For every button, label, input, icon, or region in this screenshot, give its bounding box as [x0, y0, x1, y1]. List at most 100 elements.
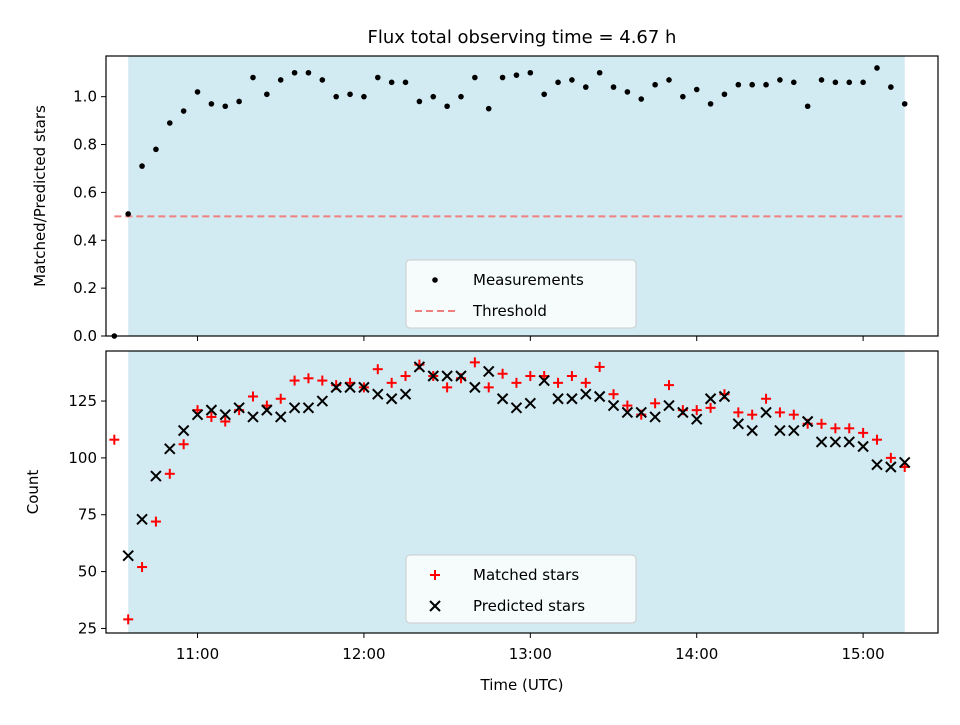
- matched-star-point: [372, 364, 383, 375]
- legend-label: Measurements: [473, 271, 584, 289]
- matched-star-point: [247, 391, 258, 402]
- predicted-star-point: [691, 413, 703, 425]
- measurement-point: [735, 81, 742, 88]
- predicted-star-point: [205, 404, 218, 416]
- bottom-y-axis-label: Count: [24, 470, 42, 515]
- measurement-point: [291, 69, 298, 76]
- measurement-point: [347, 91, 353, 98]
- predicted-star-point: [441, 370, 453, 382]
- matched-star-point: [137, 562, 148, 573]
- measurement-point: [499, 74, 506, 81]
- matched-star-point: [275, 393, 286, 404]
- predicted-star-point: [871, 459, 883, 471]
- legend-predicted-marker: [429, 600, 441, 612]
- matched-star-point: [830, 423, 841, 434]
- measurement-point: [790, 79, 797, 86]
- predicted-star-point: [496, 393, 509, 405]
- measurement-point: [666, 77, 672, 83]
- predicted-star-point: [718, 390, 731, 403]
- measurement-point: [250, 74, 256, 81]
- predicted-star-point: [191, 408, 204, 421]
- matched-star-point: [747, 409, 758, 420]
- predicted-star-point: [469, 381, 481, 394]
- predicted-star-point: [150, 470, 162, 482]
- matched-star-point: [164, 468, 175, 479]
- measurement-point: [361, 93, 367, 100]
- bottom-y-tick-label: 75: [78, 506, 97, 524]
- predicted-star-point: [829, 436, 842, 448]
- legend-matched-marker: [430, 570, 440, 580]
- measurement-point: [541, 91, 547, 98]
- matched-star-point: [386, 377, 397, 388]
- measurement-point: [236, 98, 242, 105]
- matched-star-point: [650, 398, 661, 409]
- measurement-point: [832, 79, 839, 86]
- matched-star-point: [608, 389, 619, 400]
- measurement-point: [874, 65, 880, 71]
- predicted-star-point: [510, 402, 523, 414]
- x-tick-label: 12:00: [342, 645, 385, 663]
- measurement-point: [264, 91, 270, 98]
- predicted-star-point: [136, 513, 148, 525]
- matched-star-point: [885, 452, 896, 463]
- predicted-star-point: [788, 424, 800, 437]
- chart-title: Flux total observing time = 4.67 h: [368, 27, 677, 48]
- predicted-star-point: [843, 436, 855, 448]
- matched-star-point: [761, 393, 772, 404]
- matched-star-point: [774, 407, 785, 418]
- measurement-point: [319, 77, 326, 83]
- top-legend: Measurements Threshold: [405, 259, 637, 329]
- matched-star-point: [123, 614, 134, 625]
- measurement-point: [652, 81, 658, 88]
- legend-box: [405, 259, 637, 329]
- x-tick-label: 13:00: [509, 645, 552, 663]
- legend-label: Threshold: [472, 302, 547, 320]
- predicted-star-point: [302, 402, 315, 414]
- predicted-star-point: [275, 411, 287, 423]
- matched-star-point: [705, 402, 716, 413]
- top-y-tick-label: 0.8: [73, 136, 97, 154]
- measurement-point: [277, 77, 284, 83]
- bottom-y-tick-label: 25: [78, 619, 97, 637]
- measurement-point: [707, 101, 714, 107]
- top-y-tick-label: 0.2: [73, 279, 97, 297]
- predicted-star-point: [774, 424, 786, 437]
- predicted-star-point: [524, 397, 537, 410]
- measurement-point: [638, 96, 645, 102]
- measurement-point: [153, 146, 159, 153]
- predicted-star-point: [732, 418, 745, 430]
- measurement-point: [749, 81, 755, 88]
- x-axis-label: Time (UTC): [480, 676, 564, 694]
- predicted-star-point: [607, 399, 620, 412]
- matched-star-point: [858, 427, 869, 438]
- predicted-star-point: [358, 381, 370, 394]
- predicted-star-point: [164, 443, 176, 455]
- bottom-y-tick-label: 100: [68, 449, 97, 467]
- measurement-point: [555, 79, 561, 86]
- matched-star-point: [178, 439, 189, 450]
- measurements-series: [111, 65, 908, 339]
- measurement-point: [416, 98, 423, 105]
- measurement-point: [680, 93, 686, 100]
- matched-star-point: [109, 434, 120, 445]
- top-y-tick-label: 1.0: [73, 88, 97, 106]
- predicted-star-point: [760, 406, 772, 419]
- matched-star-point: [622, 400, 633, 411]
- matched-star-point: [733, 407, 744, 418]
- measurement-point: [374, 74, 381, 81]
- x-tick-label: 15:00: [842, 645, 885, 663]
- predicted-star-point: [261, 404, 273, 416]
- bottom-y-tick-label: 125: [68, 392, 97, 410]
- predicted-star-point: [247, 411, 259, 423]
- matched-star-point: [206, 411, 217, 422]
- x-tick-label: 11:00: [176, 645, 219, 663]
- measurement-point: [402, 79, 409, 86]
- bottom-panel: 25 50 75 100 125 11:00 12:00 13:00 14:00 15:00 Mat…: [68, 350, 939, 663]
- matched-star-point: [553, 377, 564, 388]
- measurement-point: [388, 79, 395, 86]
- matched-star-point: [289, 375, 300, 386]
- matched-star-point: [663, 380, 674, 391]
- predicted-star-point: [330, 381, 342, 394]
